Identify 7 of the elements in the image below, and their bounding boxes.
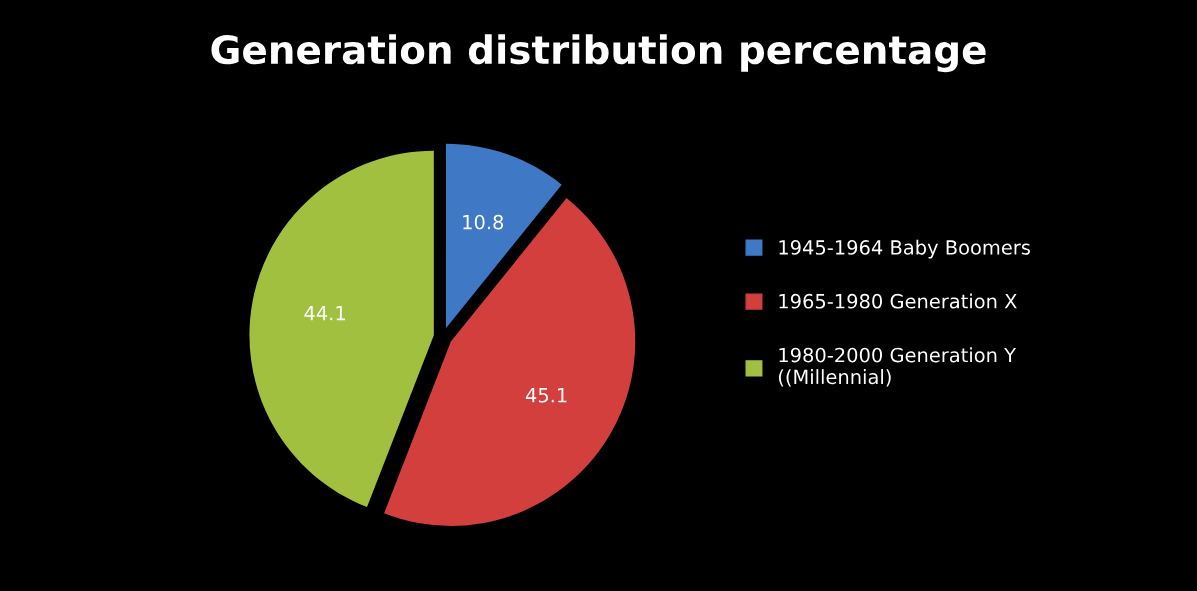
- data-label: 44.1: [304, 305, 345, 321]
- data-label: 10.8: [463, 214, 504, 230]
- chart-title: Generation distribution percentage: [211, 34, 986, 73]
- data-label: 45.1: [525, 388, 567, 403]
- legend-label: 1965-1980 Generation X: [779, 293, 1017, 309]
- legend-label: 1945-1964 Baby Boomers: [779, 239, 1030, 259]
- legend-label: 1980-2000 Generation Y ((Millennial): [778, 347, 1017, 387]
